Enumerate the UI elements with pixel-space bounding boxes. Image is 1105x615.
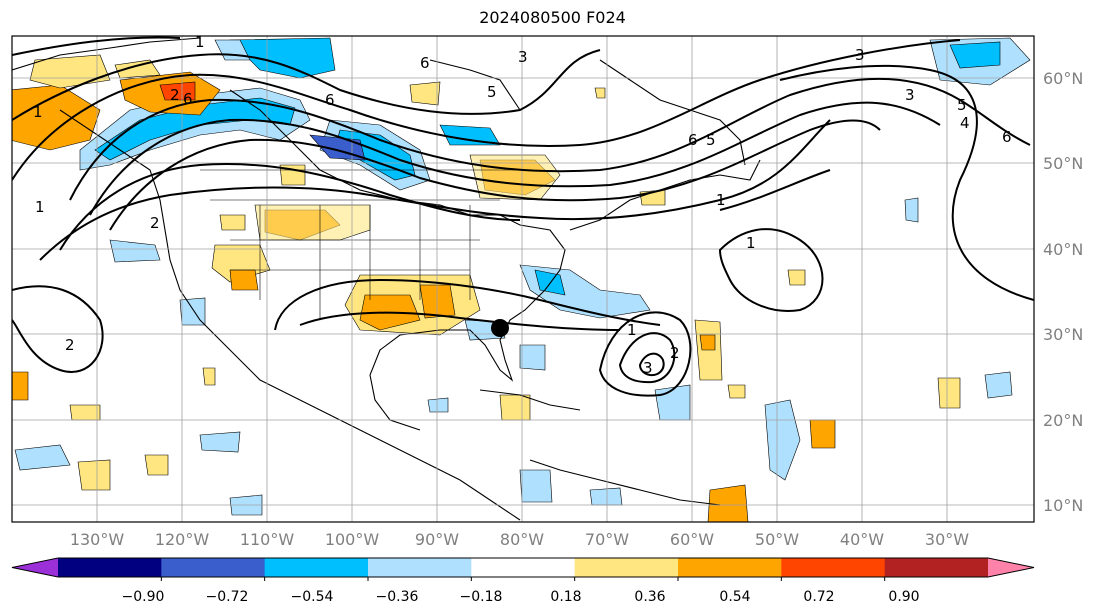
- contour-label: 1: [627, 321, 637, 339]
- contour-label: 3: [518, 48, 528, 66]
- colorbar-tick-label: −0.54: [291, 589, 334, 605]
- lon-label: 100°W: [325, 530, 380, 549]
- colorbar-tick-label: −0.90: [122, 589, 165, 605]
- contour-label: 1: [746, 234, 756, 252]
- lon-label: 60°W: [670, 530, 714, 549]
- lat-label: 30°N: [1043, 325, 1083, 344]
- contour-label: 1: [716, 191, 726, 209]
- colorbar-extend-high: [988, 558, 1034, 577]
- lon-label: 50°W: [755, 530, 799, 549]
- colorbar-tick-label: 0.36: [634, 589, 665, 605]
- contour-label: 2: [670, 344, 680, 362]
- lon-label: 40°W: [840, 530, 884, 549]
- lon-label: 80°W: [500, 530, 544, 549]
- contour-label: 1: [33, 103, 43, 121]
- colorbar-tick-label: 0.90: [888, 589, 919, 605]
- colorbar-segment: [161, 558, 266, 577]
- state-borders: [200, 169, 520, 320]
- contour-label: 6: [420, 54, 430, 72]
- colorbar: [11, 557, 1035, 581]
- colorbar-segment: [884, 558, 989, 577]
- lat-label: 20°N: [1043, 411, 1083, 430]
- colorbar-outline: [11, 557, 1035, 578]
- colorbar-tick-label: −0.36: [376, 589, 419, 605]
- colorbar-segment: [471, 558, 576, 577]
- colorbar-segment: [264, 558, 369, 577]
- contour-label: 3: [643, 359, 653, 377]
- lon-label: 120°W: [155, 530, 210, 549]
- contour-label: 3: [855, 46, 865, 64]
- contour-label: 5: [706, 131, 716, 149]
- colorbar-tick-label: −0.18: [460, 589, 503, 605]
- map-border: [11, 35, 1035, 523]
- lon-label: 130°W: [70, 530, 125, 549]
- contour-label: 6: [325, 91, 335, 109]
- longitude-labels: 130°W 120°W 110°W 100°W 90°W 80°W 70°W 6…: [70, 530, 969, 549]
- contour-labels: 1 1 2 6 1 2 2 6 6 5 3 6 5 1 1 3 3 5 4 6 …: [33, 33, 1012, 377]
- colorbar-segment: [781, 558, 886, 577]
- colorbar-labels: −0.90 −0.72 −0.54 −0.36 −0.18 0.18 0.36 …: [122, 589, 920, 605]
- colorbar-tick-label: −0.72: [206, 589, 249, 605]
- storm-marker-icon: [491, 319, 509, 337]
- contour-label: 2: [150, 214, 160, 232]
- contour-label: 2: [65, 336, 75, 354]
- lat-label: 40°N: [1043, 240, 1083, 259]
- contour-label: 5: [957, 96, 967, 114]
- contour-lines: [12, 36, 1034, 397]
- colorbar-tick-label: 0.72: [803, 589, 834, 605]
- colorbar-segment: [574, 558, 679, 577]
- lat-label: 50°N: [1043, 154, 1083, 173]
- colorbar-tick-label: 0.54: [719, 589, 750, 605]
- colorbar-extend-low: [12, 558, 58, 577]
- lon-label: 110°W: [240, 530, 295, 549]
- contour-label: 1: [195, 33, 205, 51]
- contour-label: 4: [960, 114, 970, 132]
- colorbar-segment: [368, 558, 472, 577]
- gridlines: [12, 36, 1034, 522]
- contour-label: 3: [905, 86, 915, 104]
- colorbar-tick-label: 0.18: [550, 589, 581, 605]
- contour-label: 2: [170, 86, 180, 104]
- colorbar-segment: [678, 558, 782, 577]
- contour-label: 6: [183, 90, 193, 108]
- lon-label: 90°W: [415, 530, 459, 549]
- contour-label: 6: [688, 131, 698, 149]
- colorbar-segment: [58, 558, 162, 577]
- lat-label: 10°N: [1043, 496, 1083, 515]
- contour-label: 5: [487, 83, 497, 101]
- lon-label: 30°W: [925, 530, 969, 549]
- lon-label: 70°W: [585, 530, 629, 549]
- latitude-labels: 60°N 50°N 40°N 30°N 20°N 10°N: [1043, 69, 1083, 515]
- contour-label: 1: [35, 198, 45, 216]
- lat-label: 60°N: [1043, 69, 1083, 88]
- contour-label: 6: [1002, 128, 1012, 146]
- map-title: 2024080500 F024: [479, 8, 626, 27]
